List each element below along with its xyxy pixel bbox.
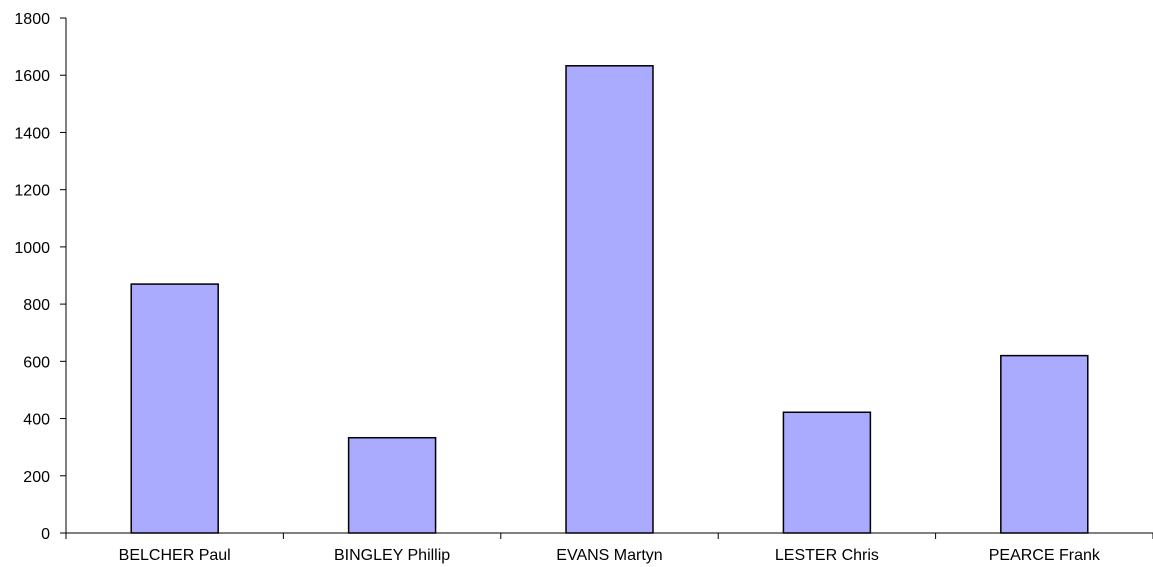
y-axis: 0 200 400 600 800 1000 1200 1400 1600 1800 — [14, 11, 67, 543]
bar-series — [130, 65, 1089, 534]
x-tick-label: BINGLEY Phillip — [334, 547, 450, 564]
bar — [130, 283, 219, 534]
y-tick-label: 1800 — [14, 11, 50, 28]
y-tick-label: 0 — [41, 526, 50, 543]
y-tick-label: 200 — [23, 469, 50, 486]
x-tick-label: LESTER Chris — [775, 547, 879, 564]
bar — [565, 65, 654, 534]
bar — [782, 411, 872, 534]
y-tick-label: 1400 — [14, 125, 50, 142]
x-tick-label: PEARCE Frank — [989, 547, 1101, 564]
y-tick-label: 1000 — [14, 240, 50, 257]
y-tick-label: 1600 — [14, 68, 50, 85]
x-axis: BELCHER Paul BINGLEY Phillip EVANS Martyn L… — [65, 532, 1153, 564]
bar — [1000, 354, 1089, 534]
bar — [347, 436, 437, 534]
y-tick-label: 1200 — [14, 183, 50, 200]
y-tick-label: 400 — [23, 412, 50, 429]
y-tick-label: 800 — [23, 297, 50, 314]
y-tick-label: 600 — [23, 354, 50, 371]
x-tick-label: BELCHER Paul — [119, 547, 231, 564]
x-tick-label: EVANS Martyn — [556, 547, 662, 564]
